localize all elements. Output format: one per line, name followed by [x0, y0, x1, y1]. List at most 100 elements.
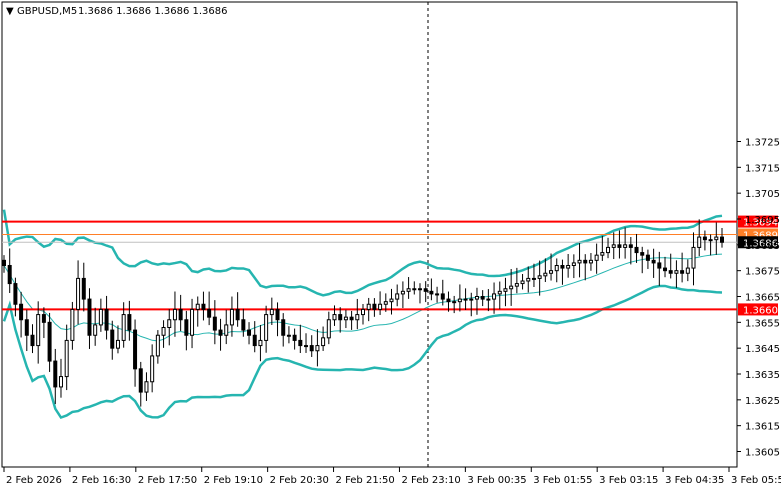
candle-body [269, 308, 274, 316]
y-tick-label: 1.3625 [745, 396, 780, 407]
header-arrow-icon[interactable]: ▼ [6, 6, 14, 17]
candle-body [47, 321, 52, 362]
candle-body [440, 293, 445, 300]
candle-body [549, 270, 554, 274]
candle-body [554, 265, 559, 272]
candle-body [195, 303, 200, 310]
candle-body [492, 293, 497, 300]
candle-body [2, 259, 6, 267]
level-price-tag [738, 303, 778, 316]
candle-body [560, 265, 565, 269]
candle-body [87, 298, 92, 336]
candle-body [526, 277, 531, 282]
x-tick-label: 2 Feb 23:10 [401, 475, 460, 486]
candle-body [406, 288, 411, 292]
candle-body [697, 236, 702, 248]
candle-body [24, 319, 29, 336]
candle-body [583, 259, 588, 264]
y-tick-label: 1.3695 [745, 215, 780, 226]
candle-body [190, 308, 195, 336]
candle-body [378, 303, 383, 310]
candle-body [366, 303, 371, 310]
candle-body [685, 267, 690, 274]
candle-body [7, 265, 12, 285]
candle-body [104, 308, 109, 331]
candle-body [503, 288, 508, 292]
candle-body [463, 298, 468, 301]
candle-body [543, 272, 548, 277]
symbol-label: GBPUSD,M5 [17, 6, 77, 17]
candle-body [531, 277, 536, 280]
x-tick-label: 3 Feb 05:55 [731, 475, 781, 486]
candle-body [121, 314, 126, 341]
candle-body [309, 345, 314, 352]
candle-body [400, 290, 405, 295]
candle-body [30, 334, 35, 347]
time-axis: 2 Feb 2026 2 Feb 16:30 2 Feb 17:50 2 Feb 19… [3, 467, 781, 486]
candle-body [617, 244, 622, 248]
level-price-label: 1.3689 [743, 231, 778, 242]
candle-body [349, 316, 354, 321]
candle-body [315, 345, 320, 352]
candle-body [93, 324, 98, 336]
x-tick-label: 2 Feb 16:30 [72, 475, 131, 486]
candle-body [372, 303, 377, 310]
candle-body [201, 303, 206, 310]
candle-body [383, 301, 388, 305]
candle-body [651, 259, 656, 264]
candle-body [241, 319, 246, 331]
candle-body [514, 283, 519, 287]
candle-body [36, 314, 41, 347]
level-price-tag [738, 215, 778, 228]
x-tick-label: 3 Feb 04:35 [665, 475, 724, 486]
candle-body [13, 283, 18, 305]
candle-body [235, 308, 240, 321]
candle-body [326, 319, 331, 339]
candle-body [58, 376, 63, 388]
candle-body [343, 316, 348, 321]
candle-body [389, 298, 394, 303]
candle-body [41, 314, 46, 323]
candle-body [611, 244, 616, 248]
candle-body [412, 288, 417, 291]
x-tick-label: 2 Feb 19:10 [204, 475, 263, 486]
candle-body [338, 314, 343, 321]
level-price-label: 1.3694 [743, 218, 778, 229]
candle-body [150, 355, 155, 383]
candle-body [127, 314, 132, 331]
candle-body [167, 319, 172, 328]
candle-body [218, 329, 223, 336]
x-tick-label: 3 Feb 01:55 [533, 475, 592, 486]
candle-body [623, 244, 628, 248]
candle-body [702, 236, 707, 241]
candle-body [110, 329, 115, 349]
candle-body [423, 288, 428, 292]
y-tick-label: 1.3715 [745, 163, 780, 174]
candle-body [275, 308, 280, 321]
candle-body [70, 308, 75, 341]
y-tick-label: 1.3685 [745, 241, 780, 252]
candle-body [537, 275, 542, 279]
candle-body [321, 337, 326, 347]
candle-body [144, 381, 149, 393]
candle-body [480, 296, 485, 300]
x-tick-label: 2 Feb 17:50 [138, 475, 197, 486]
x-tick-label: 2 Feb 21:50 [336, 475, 395, 486]
candle-body [708, 239, 713, 242]
candle-body [509, 285, 514, 290]
candle-body [588, 259, 593, 264]
candle-body [286, 334, 291, 337]
candle-body [674, 270, 679, 274]
y-tick-label: 1.3645 [745, 344, 780, 355]
candle-body [520, 280, 525, 285]
y-tick-label: 1.3605 [745, 448, 780, 459]
candle-body [247, 329, 252, 336]
candle-body [720, 236, 724, 243]
ohlc-values: 1.3686 1.3686 1.3686 1.3686 [78, 6, 228, 17]
x-tick-label: 3 Feb 03:15 [599, 475, 658, 486]
y-tick-label: 1.3665 [745, 293, 780, 304]
candle-body [429, 290, 434, 295]
candle-body [657, 262, 662, 269]
candle-body [577, 259, 582, 264]
